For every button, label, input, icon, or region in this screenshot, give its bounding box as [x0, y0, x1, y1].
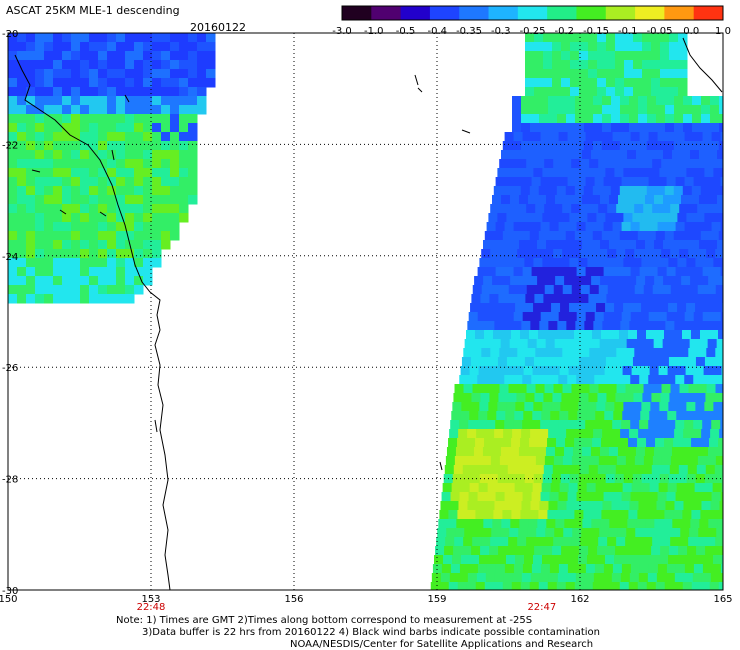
- colorbar-label: 0.0: [683, 26, 699, 37]
- note-line-2: 3)Data buffer is 22 hrs from 20160122 4)…: [142, 627, 600, 638]
- lat-tick-label: -26: [2, 363, 18, 374]
- island: [439, 461, 443, 471]
- colorbar-swatch: [517, 6, 548, 20]
- colorbar-swatch: [635, 6, 665, 20]
- island: [59, 209, 67, 215]
- lon-tick-label: 150: [0, 594, 18, 605]
- island: [154, 419, 158, 433]
- colorbar-label: -0.25: [520, 26, 546, 37]
- lon-tick-label: 156: [284, 594, 303, 605]
- island: [124, 94, 130, 103]
- colorbar-label: -0.5: [396, 26, 416, 37]
- colorbar-swatch: [429, 6, 460, 20]
- colorbar-label: -0.35: [456, 26, 482, 37]
- lat-tick-label: -28: [2, 475, 18, 486]
- colorbar-swatch: [342, 6, 372, 20]
- lon-tick-label: 159: [427, 594, 446, 605]
- lat-tick-label: -24: [2, 252, 18, 263]
- colorbar-swatch: [605, 6, 636, 20]
- coastline: [14, 37, 723, 591]
- colorbar-swatch: [576, 6, 607, 20]
- island: [461, 129, 471, 134]
- colorbar-swatch: [488, 6, 519, 20]
- island: [417, 87, 423, 93]
- map-date: 20160122: [190, 21, 246, 34]
- colorbar-swatch: [400, 6, 431, 20]
- map-frame: [7, 32, 724, 591]
- new-caledonia-coast: [682, 37, 723, 93]
- colorbar-label: -0.05: [647, 26, 673, 37]
- island: [111, 149, 115, 161]
- colorbar-swatch: [664, 6, 695, 20]
- colorbar-label: -0.15: [583, 26, 609, 37]
- lat-tick-label: -22: [2, 140, 18, 151]
- island: [99, 211, 107, 217]
- pass-time-label: 22:48: [137, 602, 166, 613]
- wind-quality-swaths: [8, 33, 723, 590]
- colorbar-label: -1.0: [364, 26, 384, 37]
- colorbar: -3.0 -1.0 -0.5 -0.4 -0.35 -0.3 -0.25 -0.2 -0.15-…: [332, 5, 731, 37]
- lat-lon-grid: [8, 33, 723, 590]
- colorbar-swatch: [371, 6, 402, 20]
- colorbar-swatch: [547, 6, 577, 20]
- colorbar-swatch: [693, 6, 724, 20]
- note-line-1: Note: 1) Times are GMT 2)Times along bot…: [116, 615, 533, 626]
- island: [31, 169, 41, 173]
- colorbar-label: -0.3: [491, 26, 511, 37]
- colorbar-label: -0.1: [618, 26, 638, 37]
- note-line-3: NOAA/NESDIS/Center for Satellite Applica…: [290, 639, 594, 650]
- colorbar-label: -0.2: [554, 26, 574, 37]
- colorbar-label: -3.0: [332, 26, 352, 37]
- colorbar-swatch: [459, 6, 490, 20]
- colorbar-label: 1.0: [715, 26, 731, 37]
- lon-tick-label: 162: [570, 594, 589, 605]
- pass-time-label: 22:47: [527, 602, 556, 613]
- map-title: ASCAT 25KM MLE-1 descending: [6, 4, 180, 17]
- lat-tick-label: -20: [2, 29, 18, 40]
- lon-tick-label: 165: [713, 594, 732, 605]
- island: [414, 74, 419, 86]
- colorbar-label: -0.4: [427, 26, 447, 37]
- mainland-coast: [14, 54, 171, 591]
- lon-tick-label: 153: [141, 594, 160, 605]
- lat-tick-label: -30: [2, 586, 18, 597]
